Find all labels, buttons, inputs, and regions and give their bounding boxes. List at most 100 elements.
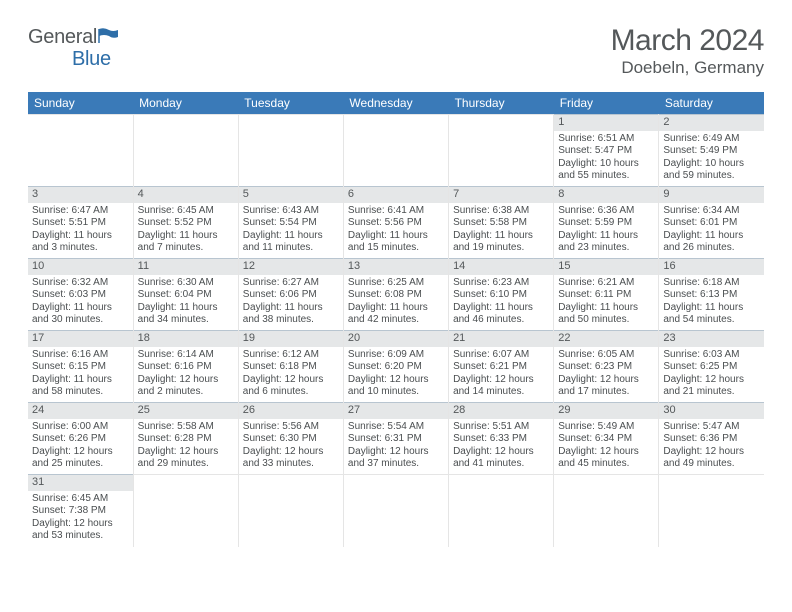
flag-icon [98, 27, 120, 48]
day-20: 20Sunrise: 6:09 AMSunset: 6:20 PMDayligh… [343, 331, 448, 403]
sunset-text: Sunset: 6:01 PM [663, 217, 760, 230]
day-number: 5 [239, 187, 343, 203]
sunrise-text: Sunrise: 6:38 AM [453, 205, 549, 218]
day-number: 9 [659, 187, 764, 203]
calendar-row: 3 Sunrise: 6:47 AMSunset: 5:51 PM Daylight… [28, 187, 764, 259]
sunrise-text: Sunrise: 6:47 AM [32, 205, 129, 218]
blank-cell [659, 475, 764, 547]
daylight-text: Daylight: 12 hours and 21 minutes. [663, 374, 760, 399]
day-number: 3 [28, 187, 133, 203]
dow-wednesday: Wednesday [343, 92, 448, 115]
daylight-text: Daylight: 11 hours and 26 minutes. [663, 230, 760, 255]
blank-cell [133, 115, 238, 187]
daylight-text: Daylight: 11 hours and 54 minutes. [663, 302, 760, 327]
dow-thursday: Thursday [449, 92, 554, 115]
day-10: 10Sunrise: 6:32 AMSunset: 6:03 PMDayligh… [28, 259, 133, 331]
sunrise-text: Sunrise: 6:14 AM [138, 349, 234, 362]
header: General March 2024 Doebeln, Germany [28, 24, 764, 78]
dow-monday: Monday [133, 92, 238, 115]
day-number: 10 [28, 259, 133, 275]
sunset-text: Sunset: 5:49 PM [663, 145, 760, 158]
day-number: 31 [28, 475, 133, 491]
day-7: 7Sunrise: 6:38 AMSunset: 5:58 PMDaylight… [449, 187, 554, 259]
day-number: 19 [239, 331, 343, 347]
dow-tuesday: Tuesday [238, 92, 343, 115]
day-number: 1 [554, 115, 658, 131]
sunset-text: Sunset: 5:52 PM [138, 217, 234, 230]
daylight-text: Daylight: 12 hours and 49 minutes. [663, 446, 760, 471]
sunrise-text: Sunrise: 6:41 AM [348, 205, 444, 218]
sunset-text: Sunset: 5:59 PM [558, 217, 654, 230]
month-title: March 2024 [611, 24, 764, 58]
day-9: 9Sunrise: 6:34 AMSunset: 6:01 PMDaylight… [659, 187, 764, 259]
location: Doebeln, Germany [611, 58, 764, 78]
sunset-text: Sunset: 6:34 PM [558, 433, 654, 446]
sunset-text: Sunset: 6:11 PM [558, 289, 654, 302]
blank-cell [343, 475, 448, 547]
day-number: 13 [344, 259, 448, 275]
daylight-text: Daylight: 12 hours and 53 minutes. [32, 518, 129, 543]
sunrise-text: Sunrise: 6:12 AM [243, 349, 339, 362]
daylight-text: Daylight: 11 hours and 46 minutes. [453, 302, 549, 327]
sunset-text: Sunset: 6:06 PM [243, 289, 339, 302]
daylight-text: Daylight: 10 hours and 59 minutes. [663, 158, 760, 183]
day-number: 6 [344, 187, 448, 203]
sunrise-text: Sunrise: 5:51 AM [453, 421, 549, 434]
sunset-text: Sunset: 6:30 PM [243, 433, 339, 446]
daylight-text: Daylight: 12 hours and 6 minutes. [243, 374, 339, 399]
day-19: 19Sunrise: 6:12 AMSunset: 6:18 PMDayligh… [238, 331, 343, 403]
sunset-text: Sunset: 6:36 PM [663, 433, 760, 446]
day-5: 5Sunrise: 6:43 AMSunset: 5:54 PMDaylight… [238, 187, 343, 259]
day-number: 7 [449, 187, 553, 203]
daylight-text: Daylight: 10 hours and 55 minutes. [558, 158, 654, 183]
day-24: 24Sunrise: 6:00 AMSunset: 6:26 PMDayligh… [28, 403, 133, 475]
day-number: 23 [659, 331, 764, 347]
sunset-text: Sunset: 6:08 PM [348, 289, 444, 302]
sunrise-text: Sunrise: 6:18 AM [663, 277, 760, 290]
sunset-text: Sunset: 6:04 PM [138, 289, 234, 302]
day-15: 15Sunrise: 6:21 AMSunset: 6:11 PMDayligh… [554, 259, 659, 331]
day-30: 30Sunrise: 5:47 AMSunset: 6:36 PMDayligh… [659, 403, 764, 475]
daylight-text: Daylight: 11 hours and 30 minutes. [32, 302, 129, 327]
sunset-text: Sunset: 6:20 PM [348, 361, 444, 374]
daylight-text: Daylight: 11 hours and 50 minutes. [558, 302, 654, 327]
dow-friday: Friday [554, 92, 659, 115]
sunrise-text: Sunrise: 6:51 AM [558, 133, 654, 146]
calendar-row: 24Sunrise: 6:00 AMSunset: 6:26 PMDayligh… [28, 403, 764, 475]
logo: General [28, 26, 120, 49]
sunset-text: Sunset: 5:51 PM [32, 217, 129, 230]
sunset-text: Sunset: 6:33 PM [453, 433, 549, 446]
day-25: 25Sunrise: 5:58 AMSunset: 6:28 PMDayligh… [133, 403, 238, 475]
sunrise-text: Sunrise: 6:23 AM [453, 277, 549, 290]
calendar-row: 31Sunrise: 6:45 AMSunset: 7:38 PMDayligh… [28, 475, 764, 547]
day-16: 16Sunrise: 6:18 AMSunset: 6:13 PMDayligh… [659, 259, 764, 331]
blank-cell [28, 115, 133, 187]
daylight-text: Daylight: 11 hours and 34 minutes. [138, 302, 234, 327]
daylight-text: Daylight: 11 hours and 7 minutes. [138, 230, 234, 255]
daylight-text: Daylight: 11 hours and 42 minutes. [348, 302, 444, 327]
day-3: 3Sunrise: 6:47 AMSunset: 5:51 PMDaylight… [28, 187, 133, 259]
sunrise-text: Sunrise: 6:09 AM [348, 349, 444, 362]
sunrise-text: Sunrise: 5:56 AM [243, 421, 339, 434]
sunrise-text: Sunrise: 6:27 AM [243, 277, 339, 290]
daylight-text: Daylight: 12 hours and 37 minutes. [348, 446, 444, 471]
day-number: 12 [239, 259, 343, 275]
sunrise-text: Sunrise: 6:16 AM [32, 349, 129, 362]
day-number: 28 [449, 403, 553, 419]
sunrise-text: Sunrise: 6:43 AM [243, 205, 339, 218]
daylight-text: Daylight: 12 hours and 29 minutes. [138, 446, 234, 471]
dow-saturday: Saturday [659, 92, 764, 115]
daylight-text: Daylight: 12 hours and 33 minutes. [243, 446, 339, 471]
day-6: 6Sunrise: 6:41 AMSunset: 5:56 PMDaylight… [343, 187, 448, 259]
day-number: 15 [554, 259, 658, 275]
dow-sunday: Sunday [28, 92, 133, 115]
day-17: 17Sunrise: 6:16 AMSunset: 6:15 PMDayligh… [28, 331, 133, 403]
page: General March 2024 Doebeln, Germany Blue… [0, 0, 792, 557]
sunset-text: Sunset: 6:10 PM [453, 289, 549, 302]
blank-cell [449, 115, 554, 187]
day-22: 22Sunrise: 6:05 AMSunset: 6:23 PMDayligh… [554, 331, 659, 403]
day-number: 16 [659, 259, 764, 275]
daylight-text: Daylight: 12 hours and 14 minutes. [453, 374, 549, 399]
sunset-text: Sunset: 6:15 PM [32, 361, 129, 374]
day-number: 22 [554, 331, 658, 347]
